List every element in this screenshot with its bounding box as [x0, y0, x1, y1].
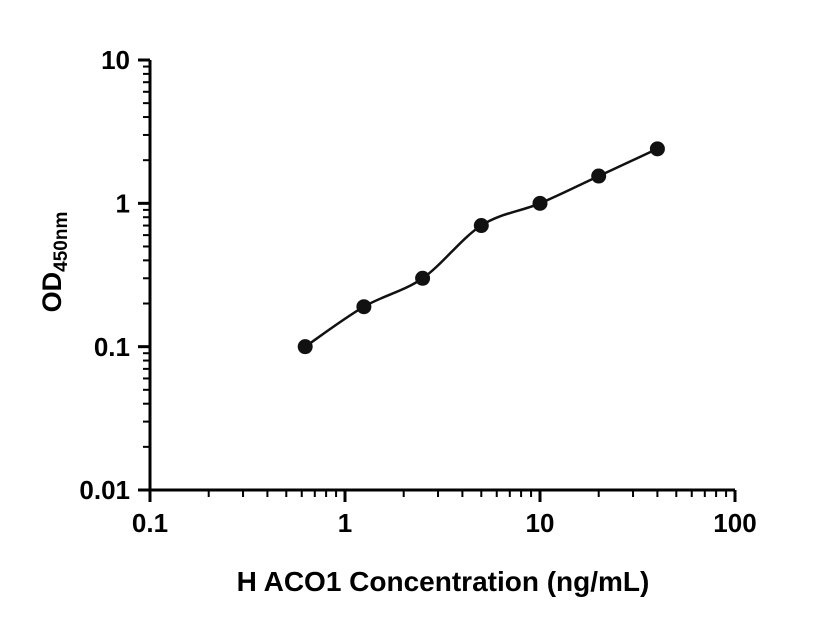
x-tick-label: 10: [526, 508, 555, 538]
data-point: [591, 168, 607, 184]
data-point: [356, 299, 372, 315]
y-axis-ticks: 0.01 0.1 1 10: [79, 45, 150, 505]
data-points: [297, 141, 665, 355]
data-point: [297, 339, 313, 355]
data-point: [415, 270, 431, 286]
data-point: [649, 141, 665, 157]
x-axis-ticks: 0.1 1 10 100: [132, 490, 757, 538]
y-tick-label: 10: [101, 45, 130, 75]
x-tick-label: 100: [713, 508, 756, 538]
x-axis-label: H ACO1 Concentration (ng/mL): [236, 566, 650, 597]
data-point: [473, 218, 489, 234]
y-axis-label: OD450nm: [37, 212, 73, 313]
x-tick-label: 1: [338, 508, 352, 538]
y-tick-label: 0.01: [79, 475, 130, 505]
y-tick-label: 1: [116, 188, 130, 218]
data-point: [532, 195, 548, 211]
y-axis-label-subscript: 450nm: [51, 211, 73, 272]
x-tick-label: 0.1: [132, 508, 168, 538]
y-tick-label: 0.1: [94, 332, 130, 362]
y-axis-label-base: OD: [36, 271, 67, 313]
